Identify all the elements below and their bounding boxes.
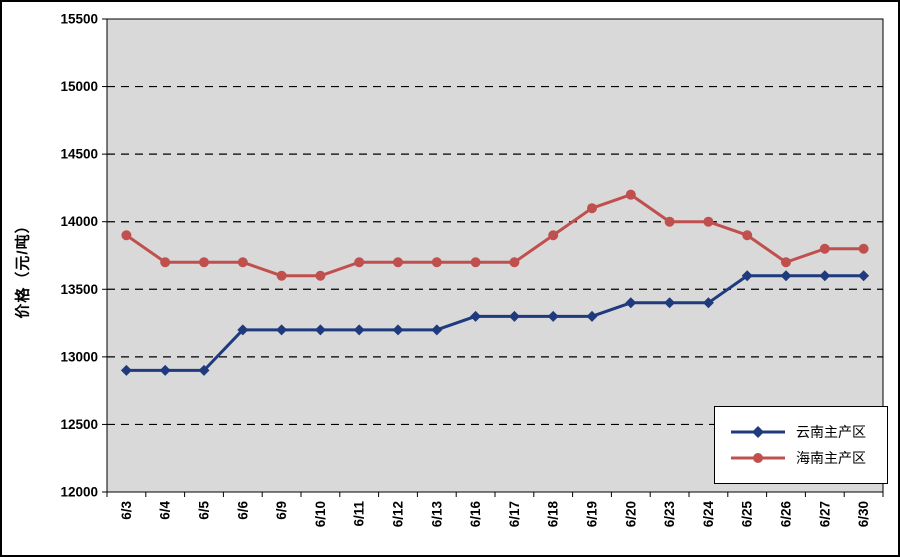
marker-diamond: [314, 324, 326, 336]
x-tick-label: 6/25: [740, 501, 755, 528]
marker-circle: [664, 216, 675, 227]
marker-diamond: [237, 324, 249, 336]
marker-diamond: [547, 310, 559, 322]
marker-circle: [858, 243, 869, 254]
marker-diamond: [159, 364, 171, 376]
marker-diamond: [392, 324, 404, 336]
x-tick-label: 6/30: [856, 501, 871, 527]
marker-diamond: [858, 270, 870, 282]
x-tick-label: 6/26: [779, 501, 794, 528]
marker-circle: [237, 257, 248, 268]
marker-circle: [548, 230, 559, 241]
marker-circle: [160, 257, 171, 268]
x-tick-label: 6/12: [391, 501, 406, 527]
y-tick-label: 14000: [60, 214, 98, 229]
chart-legend: 云南主产区 海南主产区: [714, 406, 888, 484]
marker-diamond: [198, 364, 210, 376]
marker-circle: [587, 203, 597, 214]
marker-diamond: [819, 270, 831, 282]
marker-circle: [509, 257, 520, 268]
marker-circle: [121, 230, 132, 241]
marker-diamond: [508, 310, 520, 322]
x-tick-label: 6/18: [546, 501, 561, 528]
x-tick-label: 6/17: [507, 501, 522, 527]
x-tick-label: 6/24: [701, 501, 716, 528]
marker-circle: [315, 270, 326, 281]
marker-circle: [199, 257, 209, 268]
marker-diamond: [120, 364, 132, 376]
x-tick-label: 6/27: [817, 501, 832, 527]
marker-circle: [276, 270, 287, 281]
y-tick-label: 12000: [60, 485, 98, 500]
hainan-line-marker-icon: [731, 453, 785, 463]
x-tick-label: 6/19: [585, 501, 600, 527]
marker-diamond: [586, 310, 598, 322]
marker-circle: [354, 257, 365, 268]
marker-circle: [625, 189, 636, 200]
x-tick-label: 6/13: [429, 501, 444, 528]
x-tick-label: 6/23: [662, 501, 677, 528]
marker-diamond: [780, 270, 792, 282]
y-axis-title: 价格（元/吨）: [14, 217, 32, 319]
yunnan-line-marker-icon: [731, 426, 785, 438]
x-tick-label: 6/11: [352, 501, 367, 527]
legend-entry-yunnan: 云南主产区: [729, 425, 887, 439]
marker-circle: [470, 257, 481, 268]
legend-label-hainan: 海南主产区: [796, 450, 866, 466]
legend-entry-hainan: 海南主产区: [729, 451, 887, 465]
marker-diamond: [664, 297, 676, 309]
marker-circle: [819, 243, 830, 254]
marker-diamond: [431, 324, 443, 336]
series-line-1: [125, 193, 864, 278]
marker-circle: [393, 257, 403, 268]
x-tick-label: 6/16: [468, 501, 483, 528]
marker-circle: [742, 230, 753, 241]
y-tick-label: 14500: [60, 147, 98, 162]
marker-diamond: [470, 310, 482, 322]
x-tick-label: 6/20: [623, 501, 638, 527]
y-tick-label: 15500: [60, 12, 98, 27]
y-tick-label: 13000: [60, 349, 98, 364]
x-tick-label: 6/6: [235, 501, 250, 520]
legend-label-yunnan: 云南主产区: [796, 424, 866, 440]
marker-diamond: [741, 270, 753, 282]
y-tick-label: 13500: [60, 282, 98, 297]
y-tick-label: 12500: [60, 417, 98, 432]
marker-circle: [431, 257, 442, 268]
y-tick-label: 15000: [60, 79, 98, 94]
x-tick-label: 6/4: [158, 501, 173, 520]
marker-circle: [781, 257, 791, 268]
marker-circle: [703, 216, 714, 227]
x-tick-label: 6/10: [313, 501, 328, 527]
marker-diamond: [702, 297, 714, 309]
x-tick-label: 6/5: [197, 501, 212, 520]
series-line-0: [126, 274, 864, 372]
marker-diamond: [625, 297, 637, 309]
x-tick-label: 6/3: [119, 501, 134, 520]
marker-diamond: [353, 324, 365, 336]
x-tick-label: 6/9: [274, 501, 289, 520]
marker-diamond: [276, 324, 288, 336]
